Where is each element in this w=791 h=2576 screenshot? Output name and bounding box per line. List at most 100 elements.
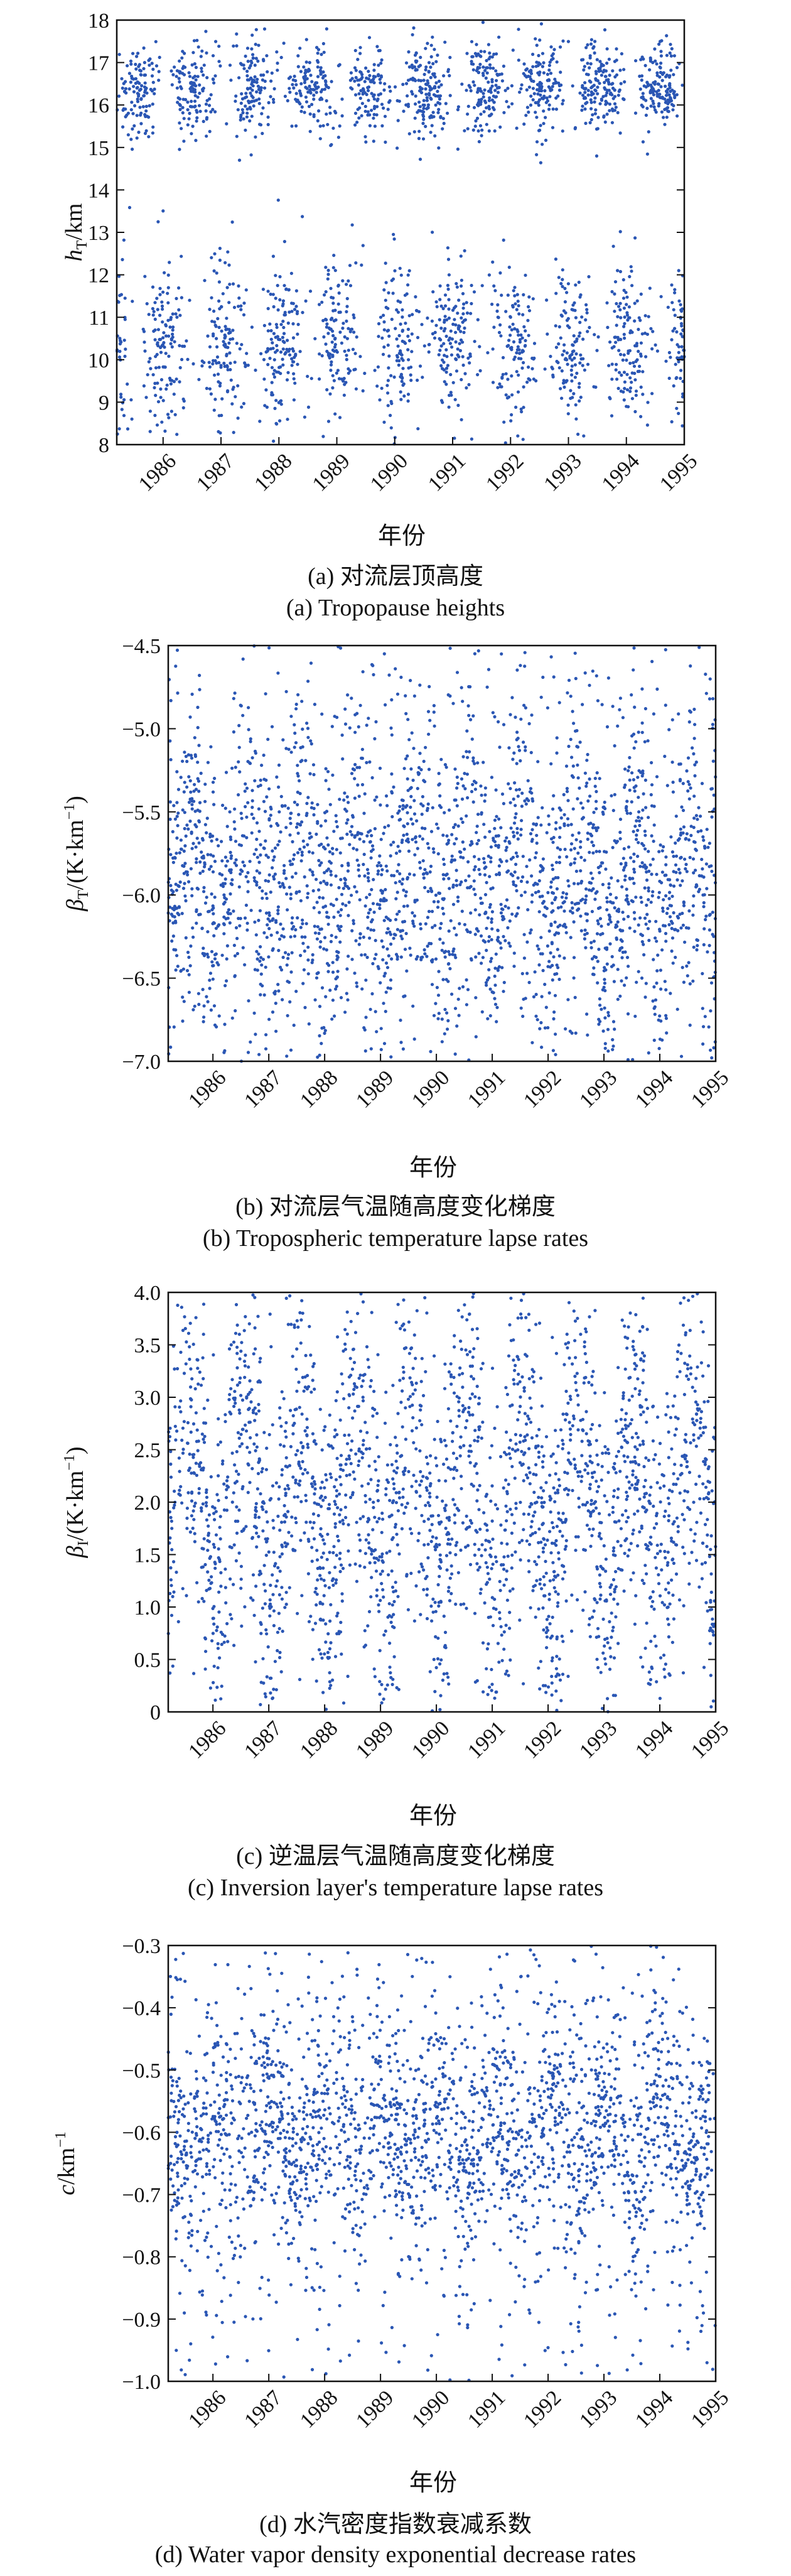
data-point: [682, 904, 686, 907]
data-point: [551, 85, 554, 89]
data-point: [611, 1038, 615, 1042]
data-point: [566, 40, 571, 43]
data-point: [136, 51, 140, 55]
data-point: [562, 813, 566, 816]
data-point: [549, 762, 553, 766]
data-point: [392, 237, 396, 241]
data-point: [217, 45, 221, 48]
data-point: [396, 957, 399, 961]
data-point: [641, 140, 645, 144]
data-point: [512, 797, 515, 801]
data-point: [202, 63, 206, 67]
data-point: [251, 84, 255, 88]
data-point: [625, 311, 629, 315]
data-point: [414, 308, 419, 313]
data-point: [510, 374, 514, 378]
data-point: [473, 933, 477, 936]
data-point: [339, 996, 343, 1000]
data-point: [350, 772, 354, 776]
data-point: [401, 315, 404, 319]
data-point: [633, 236, 637, 240]
data-point: [395, 337, 399, 341]
data-point: [455, 369, 459, 373]
data-point: [345, 296, 349, 301]
data-point: [555, 751, 559, 755]
data-point: [653, 1005, 657, 1009]
data-point: [488, 875, 492, 879]
data-point: [682, 900, 686, 904]
data-point: [328, 111, 332, 115]
data-point: [276, 912, 280, 916]
data-point: [637, 316, 641, 320]
data-point: [123, 354, 127, 359]
data-point: [508, 919, 512, 923]
data-point: [521, 349, 525, 353]
data-point: [147, 135, 151, 139]
data-point: [610, 955, 614, 958]
data-point: [678, 912, 682, 916]
data-point: [167, 354, 171, 358]
data-point: [544, 100, 548, 104]
data-point: [154, 355, 158, 359]
data-point: [286, 99, 289, 102]
data-point: [534, 111, 537, 114]
data-point: [663, 754, 667, 758]
data-point: [448, 646, 452, 650]
data-point: [596, 116, 600, 119]
data-point: [512, 289, 515, 293]
data-point: [450, 833, 454, 836]
data-point: [431, 926, 434, 929]
data-point: [664, 931, 668, 936]
data-point: [304, 70, 308, 74]
data-point: [206, 930, 210, 934]
data-point: [514, 405, 518, 409]
data-point: [357, 874, 362, 878]
data-point: [272, 375, 276, 379]
data-point: [321, 124, 325, 127]
data-point: [362, 935, 365, 939]
data-point: [505, 836, 508, 840]
data-point: [406, 392, 411, 396]
data-point: [141, 327, 145, 331]
data-point: [669, 54, 673, 58]
data-point: [504, 372, 508, 376]
data-point: [217, 325, 221, 330]
data-point: [174, 312, 178, 316]
data-point: [523, 799, 527, 803]
data-point: [468, 361, 471, 365]
data-point: [579, 929, 583, 933]
data-point: [166, 273, 170, 277]
data-point: [453, 1007, 458, 1010]
data-point: [208, 308, 212, 311]
data-point: [308, 831, 312, 835]
data-point: [266, 855, 270, 859]
data-point: [419, 768, 423, 772]
data-point: [177, 905, 181, 909]
data-point: [385, 869, 389, 873]
data-point: [603, 75, 608, 78]
data-point: [322, 947, 326, 951]
data-point: [435, 305, 439, 308]
data-point: [198, 91, 202, 95]
data-point: [625, 388, 630, 392]
data-point: [141, 105, 145, 109]
data-point: [291, 349, 295, 353]
data-point: [549, 885, 553, 889]
data-point: [602, 114, 606, 118]
data-point: [432, 1014, 436, 1017]
data-point: [206, 334, 210, 338]
data-point: [505, 100, 508, 104]
data-point: [370, 663, 374, 666]
data-point: [249, 153, 253, 157]
data-point: [655, 969, 659, 973]
data-point: [700, 857, 704, 862]
data-point: [586, 362, 590, 366]
data-point: [455, 786, 459, 790]
data-point: [567, 678, 571, 682]
data-point: [539, 936, 543, 939]
data-point: [313, 998, 317, 1002]
data-point: [484, 100, 488, 104]
data-point: [429, 55, 433, 58]
data-point: [677, 712, 681, 716]
data-point: [223, 325, 227, 328]
